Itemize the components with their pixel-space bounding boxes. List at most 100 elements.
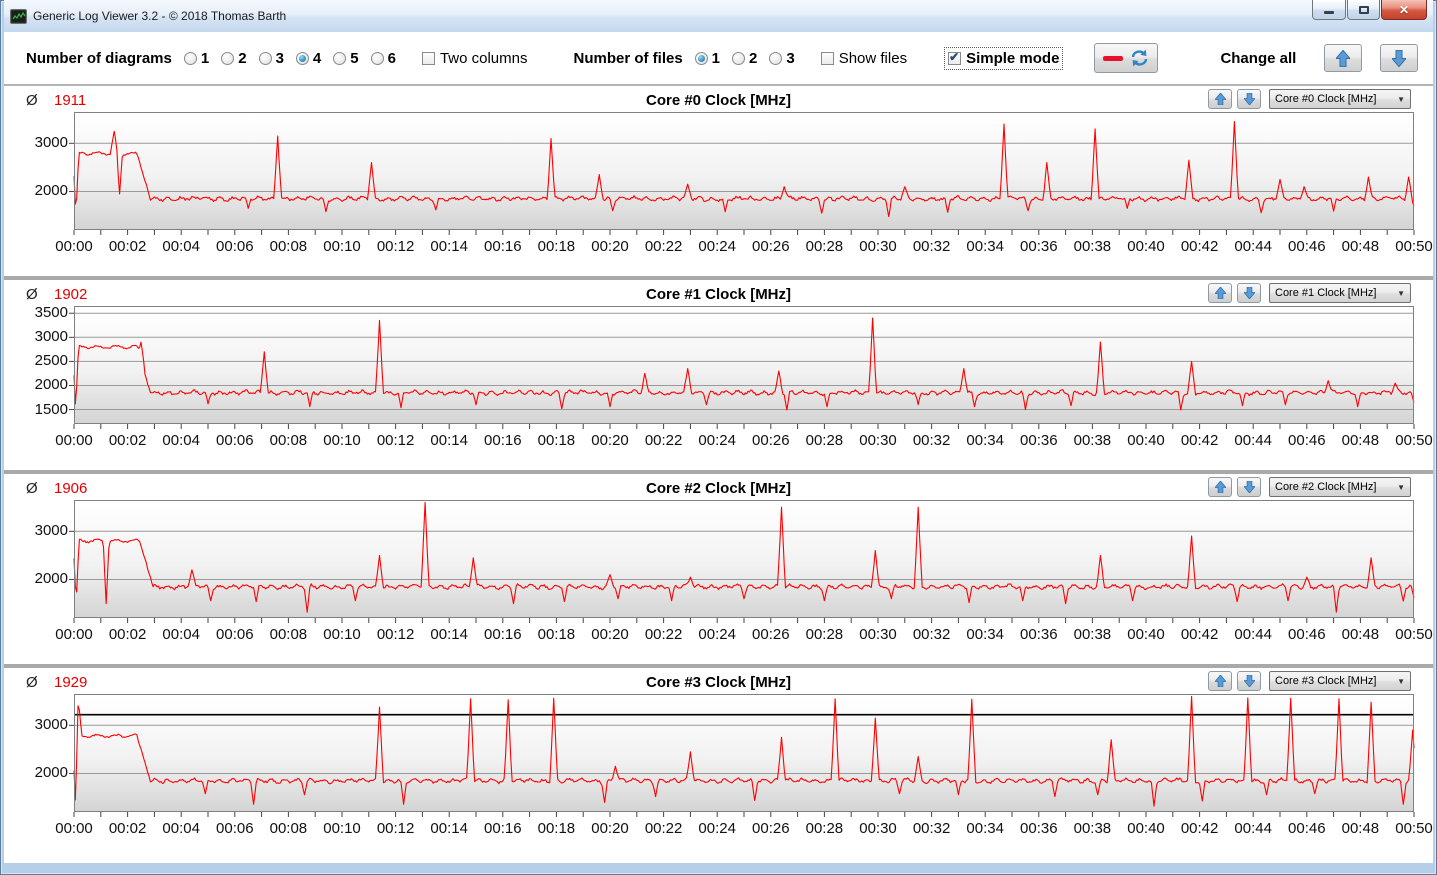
- show-files-checkbox[interactable]: Show files: [820, 50, 907, 67]
- diagrams-option-1[interactable]: 1: [183, 50, 209, 67]
- x-axis-label: 00:30: [859, 626, 897, 643]
- x-axis-label: 00:06: [216, 432, 254, 449]
- diagrams-option-4[interactable]: 4: [295, 49, 322, 67]
- signal-select-value: Core #0 Clock [MHz]: [1275, 93, 1377, 105]
- x-axis-label: 00:42: [1180, 626, 1219, 643]
- radio-icon[interactable]: [333, 51, 347, 65]
- radio-icon[interactable]: [295, 51, 309, 65]
- radio-icon[interactable]: [258, 51, 272, 65]
- x-axis-label: 00:22: [644, 626, 683, 643]
- x-axis-label: 00:50: [1395, 238, 1433, 255]
- radio-icon[interactable]: [694, 51, 708, 65]
- files-option-2[interactable]: 2: [732, 50, 757, 67]
- maximize-icon: [1358, 5, 1369, 14]
- x-axis-label: 00:42: [1180, 238, 1219, 255]
- signal-select[interactable]: Core #3 Clock [MHz] ▼: [1269, 671, 1411, 691]
- refresh-button[interactable]: [1094, 43, 1159, 73]
- x-axis-label: 00:00: [55, 432, 93, 449]
- x-axis-label: 00:14: [430, 432, 468, 449]
- x-axis-label: 00:44: [1234, 820, 1272, 837]
- x-axis-label: 00:14: [430, 820, 468, 837]
- x-axis-label: 00:18: [537, 238, 576, 255]
- chart-title: Core #1 Clock [MHz]: [645, 286, 792, 303]
- y-axis-label: 3000: [34, 522, 68, 540]
- y-axis-label: 3000: [34, 134, 68, 152]
- files-option-1[interactable]: 1: [694, 50, 720, 67]
- checkbox-icon[interactable]: [820, 51, 834, 65]
- signal-select[interactable]: Core #0 Clock [MHz] ▼: [1269, 89, 1411, 109]
- checkbox-icon[interactable]: [421, 51, 435, 65]
- x-axis-label: 00:12: [376, 432, 415, 449]
- x-axis-label: 00:00: [55, 820, 93, 837]
- move-up-button[interactable]: [1208, 283, 1232, 303]
- x-axis-label: 00:36: [1020, 238, 1058, 255]
- simple-mode-checkbox[interactable]: Simple mode: [944, 46, 1064, 70]
- panel-header: Ø 1911 Core #0 Clock [MHz] Core #0 Clock [M…: [4, 86, 1433, 112]
- x-axis-label: 00:30: [859, 238, 897, 255]
- average-value: 1911: [54, 92, 87, 109]
- x-axis-label: 00:40: [1127, 432, 1165, 449]
- move-up-button[interactable]: [1208, 477, 1232, 497]
- x-axis-labels: 00:00 00:02 00:04 00:06 00:08 00:10 00:12 00:14…: [55, 432, 1433, 454]
- x-axis-label: 00:44: [1234, 432, 1272, 449]
- move-down-icon: [1243, 481, 1255, 493]
- panel-separator: [4, 664, 1433, 668]
- two-columns-checkbox[interactable]: Two columns: [421, 49, 528, 67]
- radio-icon[interactable]: [183, 51, 197, 65]
- move-up-button[interactable]: [1208, 671, 1232, 691]
- diagrams-option-5[interactable]: 5: [333, 50, 359, 67]
- radio-label: 3: [275, 49, 284, 67]
- move-up-button[interactable]: [1208, 89, 1232, 109]
- x-axis-label: 00:50: [1395, 432, 1433, 449]
- change-all-label: Change all: [1220, 49, 1297, 67]
- signal-select[interactable]: Core #1 Clock [MHz] ▼: [1269, 283, 1411, 303]
- radio-icon[interactable]: [769, 51, 783, 65]
- red-line-icon: [1103, 55, 1124, 61]
- diagrams-option-2[interactable]: 2: [221, 50, 247, 67]
- chart-panel-core-1: Ø 1902 Core #1 Clock [MHz] Core #1 Clock [M…: [4, 280, 1433, 470]
- chart-panel-core-3: Ø 1929 Core #3 Clock [MHz] Core #3 Clock [M…: [4, 668, 1433, 858]
- x-axis-label: 00:36: [1020, 820, 1058, 837]
- move-up-icon: [1214, 93, 1226, 105]
- average-value: 1929: [54, 674, 88, 691]
- move-down-button[interactable]: [1237, 283, 1261, 303]
- x-axis-label: 00:32: [912, 626, 951, 643]
- signal-select[interactable]: Core #2 Clock [MHz] ▼: [1269, 477, 1411, 497]
- average-symbol: Ø: [26, 92, 38, 109]
- radio-label: 3: [786, 49, 795, 67]
- radio-icon[interactable]: [732, 51, 746, 65]
- minimize-button[interactable]: [1312, 0, 1346, 20]
- diagrams-option-3[interactable]: 3: [258, 49, 284, 67]
- files-option-3[interactable]: 3: [769, 49, 795, 67]
- minimize-icon: [1324, 11, 1334, 14]
- chevron-down-icon: ▼: [1397, 482, 1405, 492]
- x-axis-label: 00:40: [1127, 626, 1165, 643]
- maximize-button[interactable]: [1347, 0, 1380, 20]
- two-columns-label: Two columns: [439, 49, 528, 67]
- move-down-button[interactable]: [1237, 477, 1261, 497]
- panel-controls: Core #0 Clock [MHz] ▼: [1208, 89, 1411, 109]
- radio-label: 4: [312, 49, 322, 67]
- x-axis-label: 00:38: [1073, 626, 1112, 643]
- change-all-up-button[interactable]: [1324, 44, 1363, 72]
- move-down-button[interactable]: [1237, 671, 1261, 691]
- radio-icon[interactable]: [370, 51, 384, 65]
- panel-header: Ø 1906 Core #2 Clock [MHz] Core #2 Clock [M…: [4, 474, 1433, 500]
- y-axis-label: 2000: [34, 764, 68, 782]
- x-axis-label: 00:42: [1180, 820, 1219, 837]
- radio-icon[interactable]: [221, 51, 235, 65]
- panel-controls: Core #2 Clock [MHz] ▼: [1208, 477, 1411, 497]
- chevron-down-icon: ▼: [1397, 94, 1405, 104]
- checkbox-icon[interactable]: [948, 50, 962, 65]
- close-button[interactable]: ✕: [1381, 0, 1427, 20]
- series-line: [73, 501, 1415, 613]
- x-axis-label: 00:32: [912, 820, 951, 837]
- x-axis-label: 00:24: [698, 820, 736, 837]
- x-axis-label: 00:40: [1127, 820, 1165, 837]
- x-axis-label: 00:42: [1180, 432, 1219, 449]
- average-value: 1902: [54, 286, 88, 303]
- change-all-down-button[interactable]: [1380, 44, 1419, 72]
- diagrams-option-6[interactable]: 6: [370, 50, 396, 67]
- move-down-button[interactable]: [1237, 89, 1261, 109]
- x-axis-labels: 00:00 00:02 00:04 00:06 00:08 00:10 00:12 00:14…: [55, 238, 1433, 260]
